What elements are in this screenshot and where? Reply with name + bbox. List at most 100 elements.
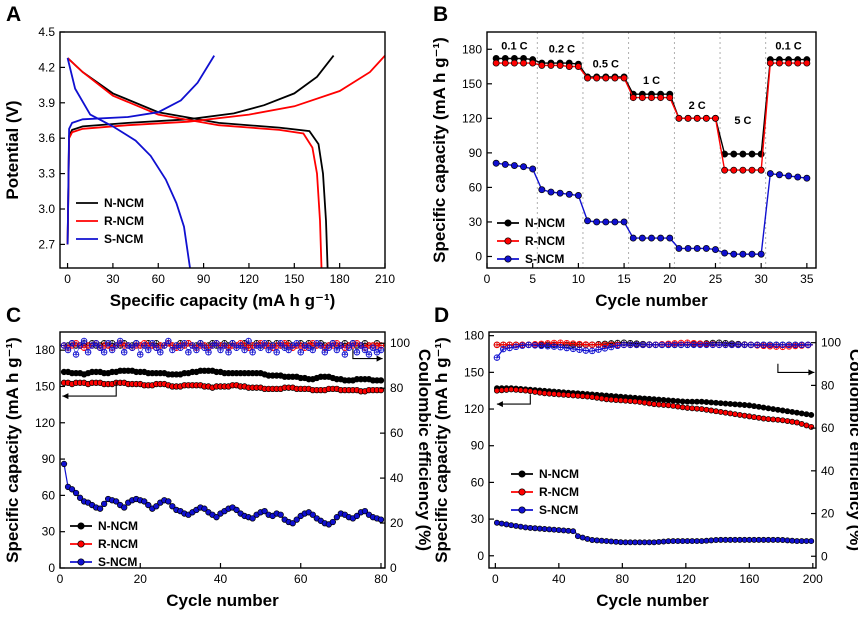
data-point-s-ncm: [584, 217, 591, 225]
capacity-point-s-ncm: [584, 536, 591, 542]
capacity-point-r-ncm: [613, 397, 619, 403]
capacity-point-r-ncm: [746, 413, 753, 420]
rate-label: 5 C: [734, 115, 751, 127]
efficiency-point-s-ncm: [185, 348, 192, 356]
x-tick-label: 60: [152, 272, 166, 286]
data-point-r-ncm: [803, 59, 811, 67]
efficiency-point-s-ncm: [569, 345, 577, 353]
left-axis-arrow: [496, 394, 531, 405]
capacity-point-n-ncm: [808, 411, 815, 418]
data-point-r-ncm: [565, 63, 573, 70]
capacity-point-s-ncm: [493, 519, 500, 526]
capacity-point-s-ncm: [651, 539, 658, 546]
data-point-n-ncm: [730, 150, 738, 158]
capacity-point-r-ncm: [679, 404, 686, 411]
capacity-point-r-ncm: [508, 386, 515, 393]
capacity-point-r-ncm: [727, 410, 734, 417]
capacity-point-r-ncm: [789, 418, 796, 425]
efficiency-point-s-ncm: [633, 341, 640, 349]
legend-label: N-NCM: [525, 216, 565, 230]
capacity-point-s-ncm: [532, 525, 538, 532]
x-tick-label: 150: [284, 272, 304, 286]
capacity-point-n-ncm: [708, 399, 715, 406]
y-tick-label: 3.3: [38, 167, 55, 181]
right-axis-arrow-head: [376, 355, 383, 362]
y-axis-title: Specific capacity (mA h g⁻¹): [3, 337, 22, 563]
data-point-r-ncm: [492, 59, 500, 67]
efficiency-point-s-ncm: [177, 344, 184, 351]
capacity-point-r-ncm: [670, 402, 677, 409]
data-point-r-ncm: [593, 74, 601, 82]
left-axis-arrow: [62, 381, 117, 397]
data-point-r-ncm: [574, 63, 582, 70]
capacity-point-s-ncm: [141, 498, 148, 505]
efficiency-point-s-ncm: [141, 342, 148, 349]
efficiency-point-s-ncm: [665, 341, 672, 349]
efficiency-point-s-ncm: [157, 348, 164, 356]
data-point-r-ncm: [757, 166, 765, 174]
efficiency-point-s-ncm: [132, 339, 140, 347]
capacity-point-s-ncm: [72, 489, 80, 497]
efficiency-point-s-ncm: [341, 351, 349, 358]
legend-marker: [77, 522, 85, 530]
y-tick-label: 180: [35, 343, 55, 357]
capacity-point-s-ncm: [527, 524, 534, 531]
capacity-point-n-ncm: [770, 406, 777, 412]
x-tick-label: 120: [676, 572, 696, 586]
capacity-point-n-ncm: [727, 400, 734, 407]
efficiency-point-s-ncm: [337, 342, 345, 349]
efficiency-point-s-ncm: [734, 341, 742, 349]
legend-label: S-NCM: [525, 252, 564, 266]
capacity-point-r-ncm: [784, 418, 791, 424]
capacity-point-s-ncm: [293, 516, 300, 523]
capacity-point-n-ncm: [736, 401, 743, 408]
efficiency-point-s-ncm: [104, 339, 112, 347]
data-point-r-ncm: [666, 94, 674, 102]
efficiency-point-s-ncm: [357, 342, 365, 349]
efficiency-point-s-ncm: [646, 341, 653, 349]
capacity-point-s-ncm: [329, 518, 336, 526]
y-tick-label: 150: [35, 379, 55, 393]
y2-tick-label: 100: [390, 336, 410, 350]
data-point-s-ncm: [766, 170, 774, 178]
legend-label: S-NCM: [539, 503, 578, 517]
efficiency-point-s-ncm: [349, 339, 357, 347]
efficiency-point-s-ncm: [153, 344, 160, 351]
capacity-point-n-ncm: [665, 397, 672, 404]
capacity-point-r-ncm: [674, 403, 681, 410]
x-tick-label: 40: [552, 572, 566, 586]
x-axis-title: Cycle number: [596, 591, 709, 610]
plot-area: [66, 54, 385, 268]
series-n-ncm-line: [496, 57, 807, 155]
capacity-point-r-ncm: [493, 387, 500, 394]
x-tick-label: 30: [754, 272, 768, 286]
capacity-point-r-ncm: [579, 393, 586, 400]
efficiency-point-s-ncm: [639, 341, 647, 349]
capacity-point-s-ncm: [113, 498, 120, 505]
legend-label: R-NCM: [98, 537, 138, 551]
capacity-point-r-ncm: [617, 397, 624, 404]
data-point-r-ncm: [529, 59, 537, 67]
efficiency-point-s-ncm: [136, 351, 144, 358]
data-point-r-ncm: [748, 166, 756, 174]
capacity-point-r-ncm: [774, 416, 781, 423]
efficiency-point-s-ncm: [237, 342, 244, 349]
efficiency-point-s-ncm: [84, 348, 92, 356]
data-point-n-ncm: [739, 150, 747, 158]
capacity-point-n-ncm: [655, 396, 662, 403]
capacity-point-s-ncm: [169, 503, 176, 510]
x-axis-title: Cycle number: [595, 291, 708, 310]
y2-tick-label: 0: [390, 561, 397, 575]
capacity-point-s-ncm: [96, 505, 104, 512]
capacity-point-n-ncm: [746, 402, 753, 409]
capacity-point-s-ncm: [513, 522, 519, 529]
efficiency-point-s-ncm: [60, 342, 68, 349]
capacity-point-r-ncm: [589, 394, 596, 401]
capacity-point-s-ncm: [377, 516, 385, 523]
capacity-point-s-ncm: [784, 537, 791, 544]
data-point-s-ncm: [693, 244, 701, 252]
efficiency-point-s-ncm: [120, 348, 128, 356]
efficiency-point-s-ncm: [217, 346, 224, 354]
capacity-point-n-ncm: [660, 397, 667, 403]
